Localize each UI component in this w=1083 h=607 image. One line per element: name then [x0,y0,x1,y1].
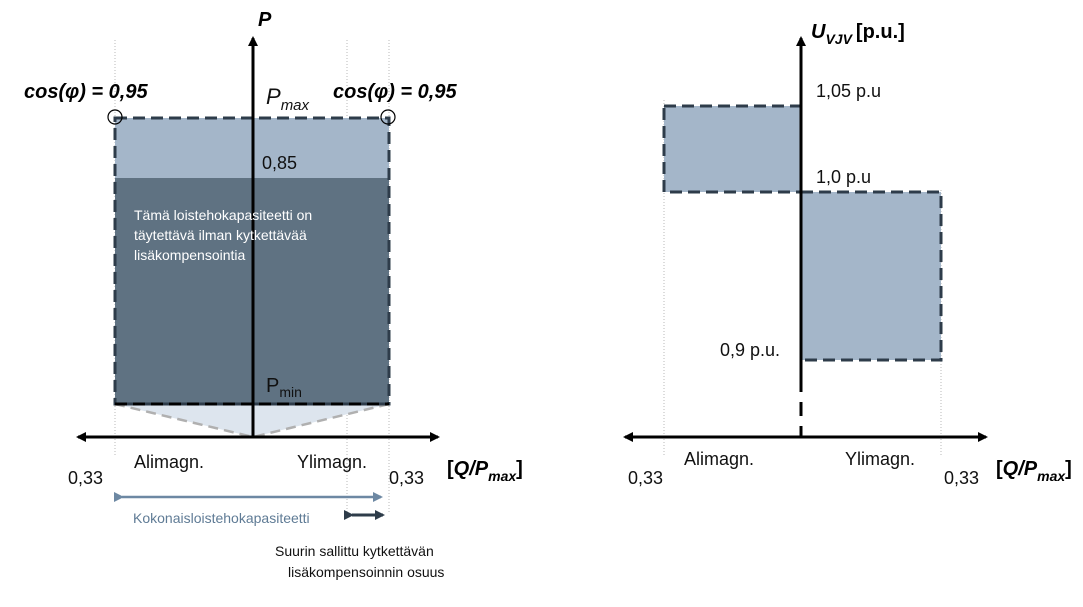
x-axis-sub-r: max [1037,468,1066,484]
p-axis-label: P [258,9,272,31]
switchable-label-line1: Suurin sallittu kytkettävän [275,543,434,559]
x-axis-unit-label: [Q/Pmax] [447,458,523,484]
pmin-label: Pmin [266,375,302,400]
pmax-base: P [266,84,281,109]
q-right-value-r: 0,33 [944,468,979,488]
region-text-line1: Tämä loistehokapasiteetti on [134,207,312,223]
u-axis-label: UVJV [p.u.] [811,21,905,47]
u-unit: [p.u.] [856,21,905,43]
cos-phi-label-left: cos(φ) = 0,95 [24,81,148,103]
u-sub: VJV [825,31,853,47]
x-axis-close-r: ] [1065,458,1072,480]
q-left-value: 0,33 [68,468,103,488]
pmin-sub: min [279,384,302,400]
switchable-label-line2: lisäkompensoinnin osuus [288,564,444,580]
total-capacity-label: Kokonaisloistehokapasiteetti [133,510,310,526]
underexcited-voltage-band [662,104,803,194]
level-085-label: 0,85 [262,153,297,173]
q-left-value-r: 0,33 [628,468,663,488]
u-09-label: 0,9 p.u. [720,340,780,360]
pmax-sub: max [281,97,310,114]
region-text-line2: täytettävä ilman kytkettävää [134,227,307,243]
cos-phi-marker-left [107,109,123,125]
alimagn-label-r: Alimagn. [684,449,754,469]
ylimagn-label-r: Ylimagn. [845,449,915,469]
x-axis-open-r: [ [996,458,1003,480]
x-axis-unit-label-r: [Q/Pmax] [996,458,1072,484]
u-105-label: 1,05 p.u [816,81,881,101]
cos-phi-marker-right [380,109,396,125]
x-axis-q-r: Q/P [1003,458,1038,480]
triangle-edge-left [114,402,254,439]
region-text-line3: lisäkompensointia [134,247,245,263]
q-right-value: 0,33 [389,468,424,488]
pmax-label: Pmax [266,84,310,114]
triangle-edge-right [252,402,390,439]
u-base: U [811,21,826,43]
x-axis-close: ] [516,458,523,480]
u-10-label: 1,0 p.u [816,167,871,187]
x-axis-q: Q/P [454,458,489,480]
overexcited-voltage-band [799,190,943,362]
alimagn-label: Alimagn. [134,452,204,472]
right-uq-diagram: UVJV [p.u.] 1,05 p.u 1,0 p.u 0,9 p.u. Ali… [623,21,1072,488]
x-axis-open: [ [447,458,454,480]
pmin-base: P [266,375,279,397]
x-axis-sub: max [488,468,517,484]
left-pq-diagram: P cos(φ) = 0,95 cos(φ) = 0,95 Pmax 0,85 … [24,9,523,580]
cos-phi-label-right: cos(φ) = 0,95 [333,81,457,103]
ylimagn-label: Ylimagn. [297,452,367,472]
